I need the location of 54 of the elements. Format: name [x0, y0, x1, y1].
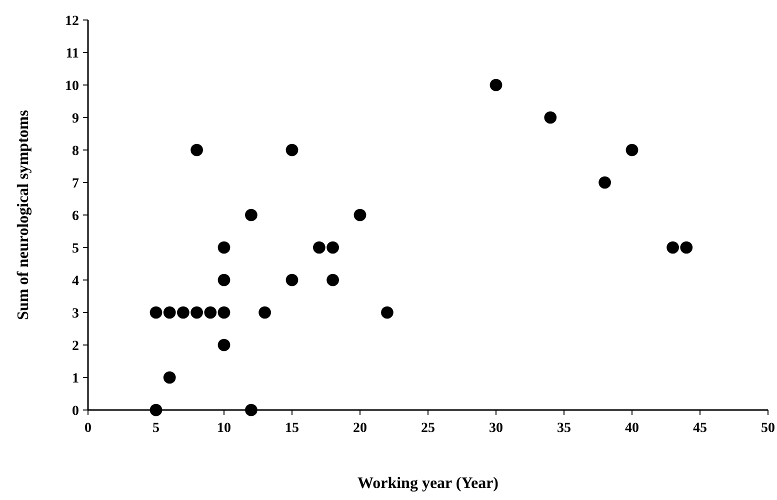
y-tick-label: 8 [72, 144, 79, 159]
point [190, 144, 203, 156]
point [326, 241, 339, 254]
x-tick-label: 30 [489, 421, 503, 436]
y-tick-label: 5 [72, 241, 79, 256]
y-tick-label: 12 [65, 14, 79, 29]
point [245, 404, 258, 416]
point [286, 274, 298, 286]
point [381, 306, 394, 319]
point [204, 306, 217, 319]
y-tick-label: 1 [72, 371, 79, 386]
y-tick-label: 9 [72, 111, 79, 126]
point [326, 274, 339, 286]
point [218, 241, 230, 254]
point [218, 274, 230, 286]
x-tick-label: 0 [84, 421, 92, 436]
point [163, 371, 176, 384]
y-tick-label: 4 [72, 274, 79, 289]
point [150, 306, 162, 319]
y-tick-label: 0 [72, 404, 79, 419]
x-tick-label: 5 [152, 421, 160, 436]
point [354, 208, 366, 222]
point [490, 78, 502, 92]
y-tick-label: 11 [66, 46, 79, 62]
point [177, 306, 190, 319]
point [680, 241, 693, 254]
point [544, 111, 557, 124]
x-tick-label: 20 [353, 421, 367, 436]
y-tick-label: 6 [72, 208, 79, 224]
x-tick-label: 40 [625, 421, 639, 436]
x-axis-title: Working year (Year) [357, 475, 499, 492]
point [313, 241, 326, 254]
x-tick-label: 25 [421, 421, 435, 436]
point [286, 144, 298, 156]
point [218, 306, 230, 319]
point [245, 208, 258, 222]
point [626, 144, 638, 156]
y-axis-title: Sum of neurological symptoms [15, 110, 32, 320]
y-tick-label: 10 [65, 78, 79, 94]
point [598, 176, 611, 189]
x-tick-label: 35 [557, 421, 571, 436]
y-tick-label: 3 [72, 306, 79, 322]
point [150, 404, 162, 416]
point [163, 306, 176, 319]
y-tick-label: 7 [72, 176, 79, 192]
x-tick-label: 50 [761, 421, 775, 436]
point [218, 338, 230, 352]
x-tick-label: 45 [693, 421, 707, 436]
point [190, 306, 203, 319]
y-tick-label: 2 [72, 338, 79, 354]
x-tick-label: 10 [217, 421, 231, 436]
x-tick-label: 15 [285, 421, 299, 436]
point [258, 306, 271, 319]
point [666, 241, 679, 254]
